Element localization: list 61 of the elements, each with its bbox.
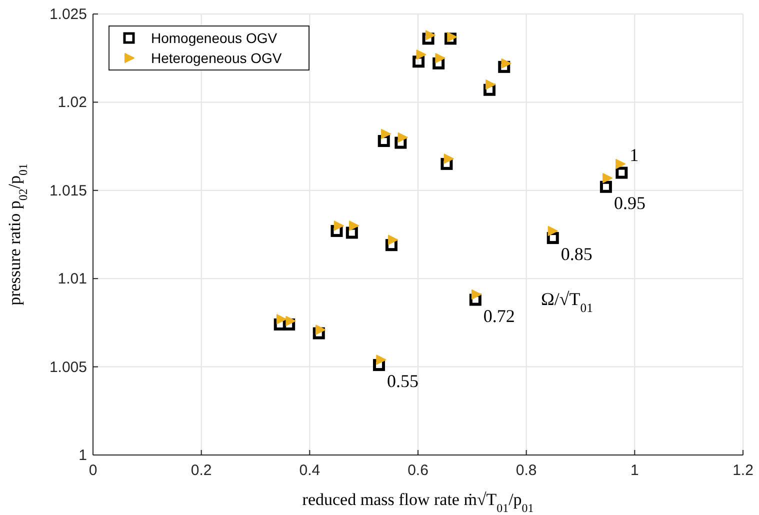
legend-label: Homogeneous OGV xyxy=(151,30,278,46)
point xyxy=(600,180,612,193)
point xyxy=(416,50,426,60)
annotation: Ω/√T$_{01}$ xyxy=(541,289,593,316)
point xyxy=(616,158,626,169)
point xyxy=(447,32,458,42)
point xyxy=(276,314,286,324)
x-axis-title: reduced mass flow rate ṁ√T$_{01}$/p$_{01}$ xyxy=(302,490,534,515)
point xyxy=(274,318,286,330)
annotation: 0.95 xyxy=(614,192,646,213)
y-tick-label: 1.015 xyxy=(49,182,87,200)
legend-label: Heterogeneous OGV xyxy=(151,50,282,66)
point xyxy=(334,220,344,231)
x-tick-label: 0.6 xyxy=(408,462,428,479)
point xyxy=(385,239,398,252)
point xyxy=(498,60,510,73)
point xyxy=(286,316,296,326)
annotation: 0.55 xyxy=(387,371,418,392)
point xyxy=(469,294,482,306)
y-tick-label: 1 xyxy=(78,447,87,464)
x-tick-label: 0.2 xyxy=(190,462,212,479)
x-tick-label: 0.8 xyxy=(516,462,537,479)
point xyxy=(388,234,398,245)
x-tick-label: 0 xyxy=(88,462,98,479)
point xyxy=(412,56,425,68)
x-tick-label: 1.2 xyxy=(732,462,754,479)
point xyxy=(381,128,391,139)
point xyxy=(548,226,558,236)
point xyxy=(432,57,445,70)
point xyxy=(546,232,559,244)
annotation: 0.72 xyxy=(483,306,515,326)
point xyxy=(376,354,386,365)
point xyxy=(315,324,326,335)
y-tick-label: 1.005 xyxy=(49,358,87,376)
point xyxy=(616,166,628,179)
point xyxy=(440,158,453,170)
point xyxy=(422,32,434,45)
point xyxy=(349,220,360,231)
point xyxy=(484,84,496,96)
point xyxy=(398,132,408,142)
point xyxy=(501,58,512,68)
point xyxy=(425,30,436,40)
point xyxy=(394,136,407,149)
point xyxy=(378,135,390,148)
point xyxy=(312,327,325,340)
point xyxy=(471,289,482,300)
point xyxy=(435,53,446,64)
point xyxy=(444,154,454,164)
annotation: 0.85 xyxy=(560,244,592,264)
point xyxy=(346,226,358,239)
point xyxy=(444,32,456,45)
y-tick-label: 1.01 xyxy=(58,270,87,288)
point xyxy=(602,173,613,184)
point xyxy=(486,80,496,90)
x-tick-label: 1 xyxy=(630,462,639,479)
y-tick-label: 1.025 xyxy=(49,6,87,23)
annotation: 1 xyxy=(630,144,639,165)
point xyxy=(373,359,385,372)
x-tick-label: 0.4 xyxy=(299,462,320,479)
y-tick-label: 1.02 xyxy=(58,94,87,112)
point xyxy=(330,224,343,237)
